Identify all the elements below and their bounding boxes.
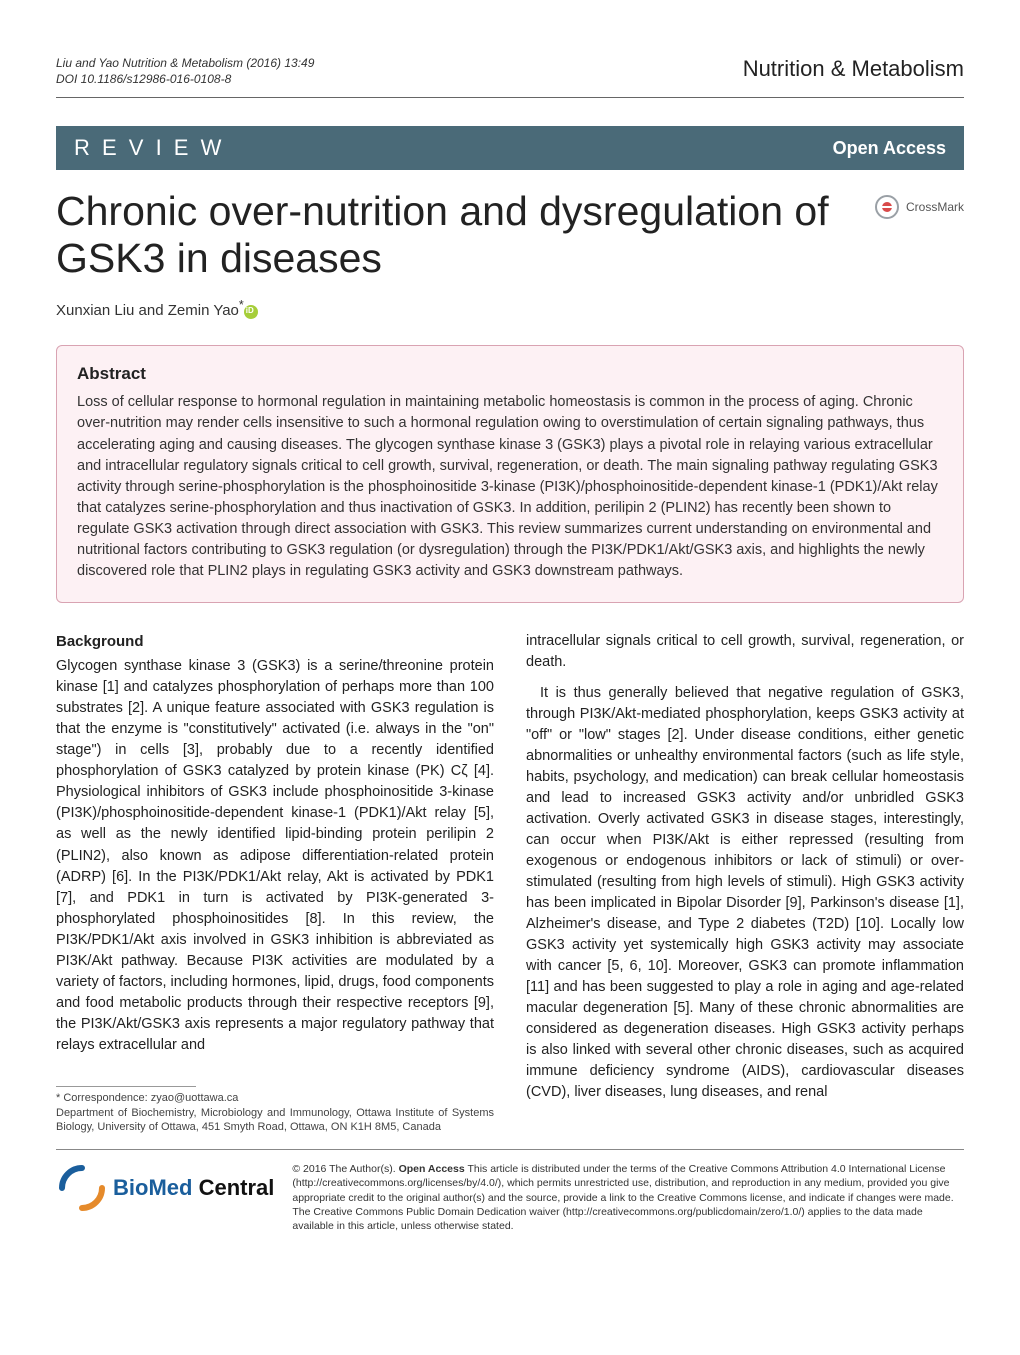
license-open-access: Open Access xyxy=(399,1163,465,1175)
abstract-box: Abstract Loss of cellular response to ho… xyxy=(56,345,964,602)
correspondence-line: * Correspondence: zyao@uottawa.ca xyxy=(56,1091,494,1106)
license-pre: © 2016 The Author(s). xyxy=(292,1163,398,1175)
correspondence-email[interactable]: zyao@uottawa.ca xyxy=(151,1092,239,1104)
crossmark-badge[interactable]: CrossMark xyxy=(874,194,964,220)
journal-name: Nutrition & Metabolism xyxy=(743,56,964,82)
section-heading-background: Background xyxy=(56,631,494,653)
body-right-paragraph: It is thus generally believed that negat… xyxy=(526,683,964,1103)
crossmark-label: CrossMark xyxy=(906,200,964,214)
orcid-icon[interactable] xyxy=(244,305,258,319)
biomed-central-logo[interactable]: BioMed Central xyxy=(56,1162,274,1214)
bmc-central-text: Central xyxy=(192,1175,274,1200)
citation-block: Liu and Yao Nutrition & Metabolism (2016… xyxy=(56,56,314,87)
correspondence-label: * Correspondence: xyxy=(56,1092,151,1104)
bmc-text: BioMed Central xyxy=(113,1175,274,1201)
page: Liu and Yao Nutrition & Metabolism (2016… xyxy=(0,0,1020,1273)
body-columns: Background Glycogen synthase kinase 3 (G… xyxy=(56,631,964,1136)
affiliation: Department of Biochemistry, Microbiology… xyxy=(56,1106,494,1136)
citation-line2: DOI 10.1186/s12986-016-0108-8 xyxy=(56,72,314,88)
top-rule xyxy=(56,97,964,98)
footnote-block: * Correspondence: zyao@uottawa.ca Depart… xyxy=(56,1091,494,1136)
title-row: Chronic over-nutrition and dysregulation… xyxy=(56,188,964,282)
header-line: Liu and Yao Nutrition & Metabolism (2016… xyxy=(56,56,964,87)
article-type-label: R E V I E W xyxy=(74,135,224,161)
body-left-paragraph: Glycogen synthase kinase 3 (GSK3) is a s… xyxy=(56,656,494,1055)
article-type-banner: R E V I E W Open Access xyxy=(56,126,964,170)
article-title: Chronic over-nutrition and dysregulation… xyxy=(56,188,874,282)
abstract-text: Loss of cellular response to hormonal re… xyxy=(77,392,943,581)
citation-line1: Liu and Yao Nutrition & Metabolism (2016… xyxy=(56,56,314,72)
crossmark-icon xyxy=(874,194,900,220)
open-access-label: Open Access xyxy=(833,138,946,159)
license-text: © 2016 The Author(s). Open Access This a… xyxy=(292,1162,964,1233)
right-column: intracellular signals critical to cell g… xyxy=(526,631,964,1136)
footnote-rule xyxy=(56,1086,196,1087)
body-right-top: intracellular signals critical to cell g… xyxy=(526,631,964,673)
bmc-bio-text: BioMed xyxy=(113,1175,192,1200)
bmc-arc-icon xyxy=(56,1162,108,1214)
left-column: Background Glycogen synthase kinase 3 (G… xyxy=(56,631,494,1136)
authors: Xunxian Liu and Zemin Yao* xyxy=(56,298,964,319)
footer-rule xyxy=(56,1149,964,1150)
author-names: Xunxian Liu and Zemin Yao xyxy=(56,302,239,319)
footer: BioMed Central © 2016 The Author(s). Ope… xyxy=(56,1162,964,1233)
abstract-heading: Abstract xyxy=(77,364,943,384)
